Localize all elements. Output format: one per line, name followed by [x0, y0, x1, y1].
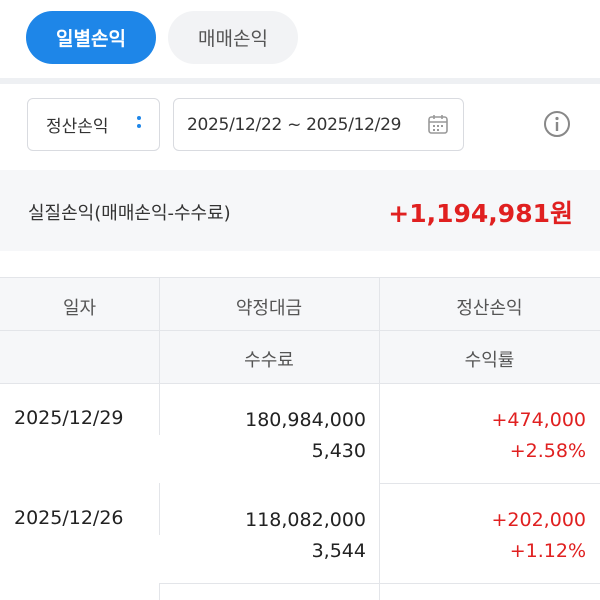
column-divider — [159, 483, 160, 535]
net-pnl-label: 실질손익(매매손익-수수료) — [28, 203, 231, 224]
more-options-icon — [137, 116, 141, 134]
column-divider — [159, 383, 160, 435]
header-rate: 수익률 — [464, 350, 515, 371]
tab-trade-pnl[interactable]: 매매손익 — [168, 11, 298, 64]
column-divider — [379, 483, 380, 583]
row-date: 2025/12/26 — [14, 507, 124, 529]
row-fee: 3,544 — [311, 540, 366, 562]
divider — [0, 78, 600, 84]
net-pnl-summary: 실질손익(매매손익-수수료) +1,194,981원 — [0, 170, 600, 251]
filter-bar: 정산손익 2025/12/22 ~ 2025/12/29 — [0, 84, 600, 170]
column-divider — [379, 278, 380, 384]
row-amount: 180,984,000 — [245, 409, 366, 431]
row-pnl: +202,000 — [491, 509, 587, 531]
pnl-type-select-value: 정산손익 — [46, 117, 109, 137]
column-divider — [159, 583, 160, 600]
row-divider — [379, 483, 600, 484]
column-divider — [159, 278, 160, 384]
tab-bar: 일별손익 매매손익 — [0, 0, 600, 78]
table-header: 일자 약정대금 정산손익 수수료 수익률 — [0, 277, 600, 384]
row-rate: +2.58% — [509, 440, 586, 462]
header-date: 일자 — [62, 298, 97, 319]
net-pnl-value: +1,194,981원 — [388, 199, 573, 228]
date-range-value: 2025/12/22 ~ 2025/12/29 — [187, 114, 402, 135]
header-fee: 수수료 — [244, 350, 294, 371]
row-divider — [0, 383, 600, 384]
info-icon[interactable] — [543, 110, 571, 138]
date-range-picker[interactable]: 2025/12/22 ~ 2025/12/29 — [173, 98, 464, 151]
column-divider — [379, 383, 380, 483]
row-amount: 118,082,000 — [245, 509, 366, 531]
pnl-type-select[interactable]: 정산손익 — [27, 98, 160, 151]
header-pnl: 정산손익 — [456, 298, 523, 319]
row-pnl: +474,000 — [491, 409, 587, 431]
header-divider — [0, 330, 600, 331]
header-amount: 약정대금 — [235, 298, 303, 319]
tab-daily-pnl[interactable]: 일별손익 — [26, 11, 156, 64]
row-fee: 5,430 — [311, 440, 366, 462]
row-date: 2025/12/29 — [14, 407, 124, 429]
daily-pnl-table: 일자 약정대금 정산손익 수수료 수익률 2025/12/29 180,984,… — [0, 277, 600, 600]
row-rate: +1.12% — [509, 540, 586, 562]
calendar-icon — [428, 115, 448, 134]
column-divider — [379, 583, 380, 600]
